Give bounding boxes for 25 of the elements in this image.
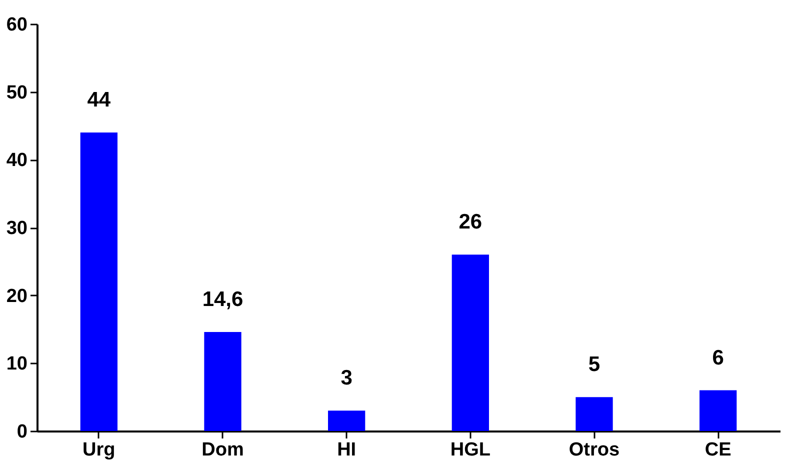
y-tick-label: 0 (16, 422, 28, 442)
x-tick-label: HGL (450, 440, 491, 460)
y-tick-label: 50 (6, 82, 28, 104)
bar (452, 254, 489, 431)
x-tick-label: Dom (202, 440, 244, 460)
x-tick-label: Otros (568, 440, 620, 460)
data-label: 14,6 (202, 288, 244, 311)
y-tick-label: 10 (6, 354, 28, 375)
data-label: 6 (712, 346, 724, 370)
data-label: 3 (340, 366, 352, 390)
x-tick-label: Urg (82, 440, 116, 460)
x-tick-label: CE (704, 440, 732, 460)
data-label: 5 (588, 353, 600, 376)
bar (328, 410, 366, 431)
y-tick-label: 60 (6, 14, 28, 36)
data-label: 44 (87, 88, 111, 112)
y-tick-label: 40 (6, 150, 28, 172)
bar (80, 132, 118, 431)
data-label: 26 (458, 210, 482, 234)
y-tick-label: 30 (6, 218, 28, 239)
bar (204, 332, 242, 431)
bar (576, 397, 613, 431)
bar (700, 390, 737, 431)
x-tick-label: HI (337, 440, 356, 460)
y-tick-label: 20 (6, 286, 28, 307)
